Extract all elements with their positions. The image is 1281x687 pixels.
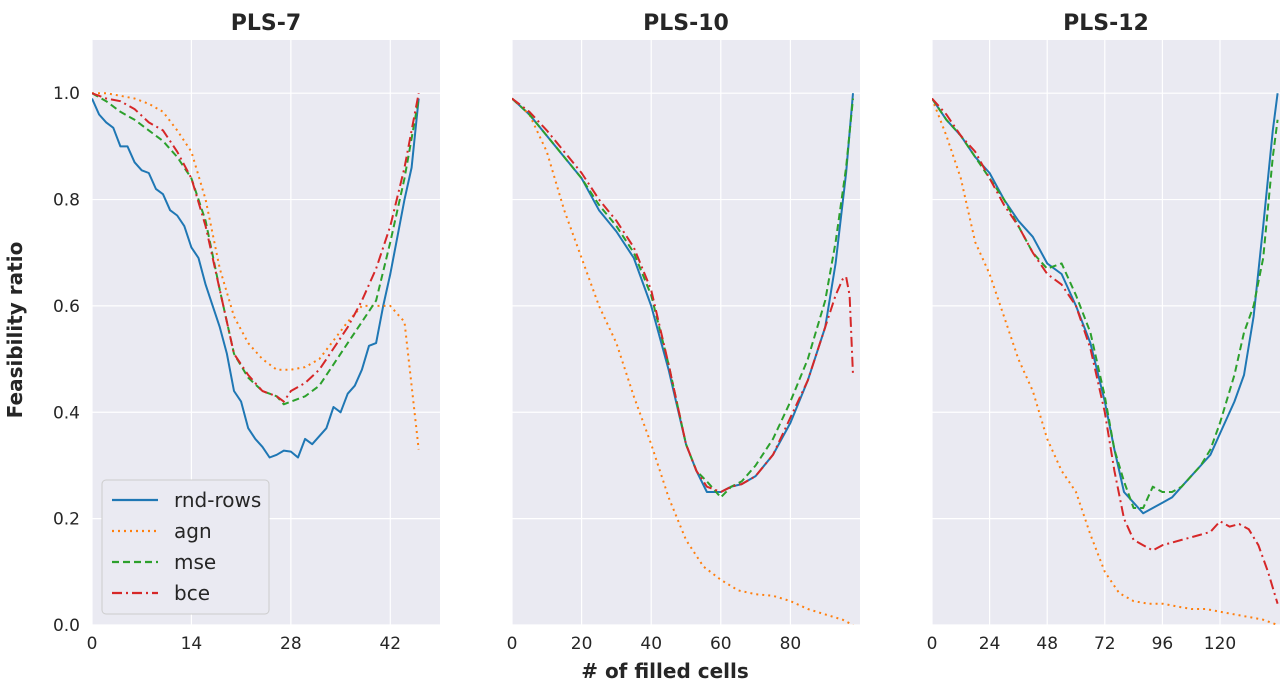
legend-label-mse: mse — [174, 550, 216, 574]
legend-label-rnd-rows: rnd-rows — [174, 488, 261, 512]
x-tick-label: 42 — [379, 634, 401, 654]
x-axis-label: # of filled cells — [581, 659, 749, 683]
x-tick-label: 80 — [780, 634, 802, 654]
y-tick-label: 1.0 — [53, 84, 80, 104]
legend: rnd-rows agn mse bce — [101, 479, 270, 615]
y-tick-label: 0.6 — [53, 297, 80, 317]
y-axis-label: Feasibility ratio — [3, 242, 27, 419]
x-tick-label: 28 — [280, 634, 302, 654]
series-line-rnd-rows — [92, 98, 420, 459]
x-tick-label: 24 — [979, 634, 1001, 654]
panel-pls-10: 0 20 40 60 80 PLS-10 — [507, 11, 860, 654]
panels: 0 14 28 42 0.0 0.2 0.4 0.6 0.8 1.0 PLS-7 0 20 40 60 80 P… — [53, 11, 1280, 654]
series-line-bce — [92, 92, 420, 403]
x-tick-label: 72 — [1094, 634, 1116, 654]
panel-title: PLS-7 — [231, 11, 301, 36]
series-line-agn — [932, 98, 1278, 625]
x-tick-label: 60 — [710, 634, 732, 654]
x-tick-label: 20 — [571, 634, 593, 654]
x-tick-label: 14 — [181, 634, 203, 654]
x-tick-label: 0 — [87, 634, 98, 654]
legend-label-agn: agn — [174, 519, 212, 543]
panel-title: PLS-12 — [1063, 11, 1149, 36]
x-tick-label: 120 — [1204, 634, 1236, 654]
y-tick-label: 0.4 — [53, 403, 80, 423]
y-tick-label: 0.0 — [53, 616, 80, 636]
y-tick-label: 0.8 — [53, 191, 80, 211]
panel-title: PLS-10 — [643, 11, 729, 36]
legend-label-bce: bce — [174, 581, 210, 605]
legend-box — [101, 479, 270, 615]
series-line-bce — [932, 97, 1279, 604]
plot-area — [932, 40, 1280, 625]
x-tick-label: 0 — [507, 634, 518, 654]
x-tick-label: 48 — [1036, 634, 1058, 654]
series-line-mse — [92, 92, 420, 406]
y-tick-label: 0.2 — [53, 510, 80, 530]
x-tick-label: 40 — [640, 634, 662, 654]
series-line-mse — [932, 97, 1279, 509]
panel-pls-12: 0 24 48 72 96 120 PLS-12 — [927, 11, 1280, 654]
x-tick-label: 0 — [927, 634, 938, 654]
x-tick-label: 96 — [1152, 634, 1174, 654]
series-line-mse — [512, 97, 854, 499]
plot-area — [512, 40, 860, 625]
